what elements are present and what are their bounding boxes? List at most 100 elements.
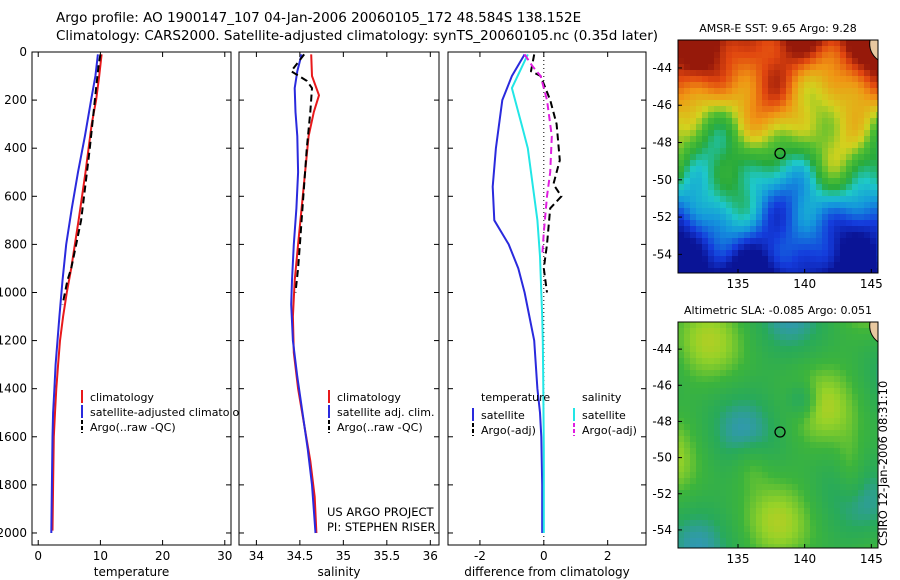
sst-map-cell [690,220,697,227]
temperature-ytick-label: 1400 [0,382,27,396]
sla-map-cell [822,526,829,533]
sla-map-cell [684,520,691,527]
sst-map-cell [690,94,697,101]
sla-map-cell [834,382,841,389]
sst-map-cell [720,232,727,239]
sst-map-cell [696,76,703,83]
sst-map-cell [690,202,697,209]
sst-map-cell [780,100,787,107]
sla-map-cell [768,538,775,545]
sst-map-cell [678,100,685,107]
sst-map-cell [810,112,817,119]
sst-map-cell [786,160,793,167]
sst-map-cell [708,46,715,53]
sla-map-cell [852,340,859,347]
sla-map-cell [756,442,763,449]
sla-map-cell [780,394,787,401]
sst-map-cell [840,178,847,185]
sst-map-cell [750,244,757,251]
sla-map-cell [768,502,775,509]
sla-map-cell [732,400,739,407]
sla-map-cell [708,388,715,395]
sst-map-cell [720,190,727,197]
sst-map-cell [768,52,775,59]
sla-map-cell [744,394,751,401]
sla-map-cell [786,514,793,521]
sst-map-cell [864,142,871,149]
sla-map-cell [780,388,787,395]
sst-map-cell [756,130,763,137]
sst-map-cell [786,64,793,71]
sla-map-cell [744,502,751,509]
sla-map-cell [834,502,841,509]
sst-map-cell [756,100,763,107]
sla-map-cell [804,370,811,377]
sst-map-cell [750,106,757,113]
sst-map-cell [762,130,769,137]
sla-map-cell [864,526,871,533]
sla-map-cell [684,484,691,491]
sst-map-cell [744,142,751,149]
sla-map-cell [702,412,709,419]
sla-map-cell [750,472,757,479]
sla-map-cell [756,490,763,497]
sst-map-cell [714,46,721,53]
sla-map-cell [768,346,775,353]
sst-map-cell [702,100,709,107]
sla-map-cell [804,478,811,485]
sla-map-cell [804,400,811,407]
sla-map-cell [726,526,733,533]
sst-map-cell [828,256,835,263]
sst-map-cell [708,94,715,101]
sla-map-cell [798,424,805,431]
sla-map-cell [762,514,769,521]
sla-map-cell [876,502,879,509]
sla-map-cell [768,358,775,365]
sst-map-cell [786,94,793,101]
temperature-ytick-label: 1800 [0,478,27,492]
sla-map-cell [684,496,691,503]
sst-map-cell [798,256,805,263]
sla-map-cell [786,418,793,425]
sla-map-cell [810,448,817,455]
sst-map-cell [684,208,691,215]
sla-map-cell [864,322,871,329]
sst-map-cell [714,214,721,221]
sst-map-cell [774,256,781,263]
sst-map-cell [714,148,721,155]
sst-map-cell [840,244,847,251]
sst-map-cell [786,220,793,227]
temperature-xtick-label: 20 [155,549,170,563]
sla-map-cell [834,424,841,431]
sla-map-cell [798,376,805,383]
sst-map-cell [852,178,859,185]
sst-map-cell [810,166,817,173]
sst-map-cell [738,76,745,83]
sst-map-cell [720,124,727,131]
sst-map-cell [726,106,733,113]
sst-map-cell [804,202,811,209]
sla-map-cell [840,388,847,395]
sst-map-cell [822,166,829,173]
sla-map-cell [858,382,865,389]
sst-map-cell [756,40,763,47]
sla-map-cell [756,322,763,329]
sla-map-cell [804,340,811,347]
temperature-xtick-label: 30 [217,549,232,563]
sla-map-cell [804,532,811,539]
sst-map-cell [774,208,781,215]
sla-map-cell [738,352,745,359]
sst-map-cell [714,208,721,215]
sst-map-cell [852,142,859,149]
sst-map-cell [768,106,775,113]
sst-map-cell [678,40,685,47]
sst-map-cell [762,70,769,77]
sst-map-cell [864,76,871,83]
sst-map-cell [768,172,775,179]
sla-map-cell [834,526,841,533]
sla-map-cell [708,520,715,527]
sla-map-cell [834,328,841,335]
sla-map-cell [756,502,763,509]
sst-map-cell [708,154,715,161]
